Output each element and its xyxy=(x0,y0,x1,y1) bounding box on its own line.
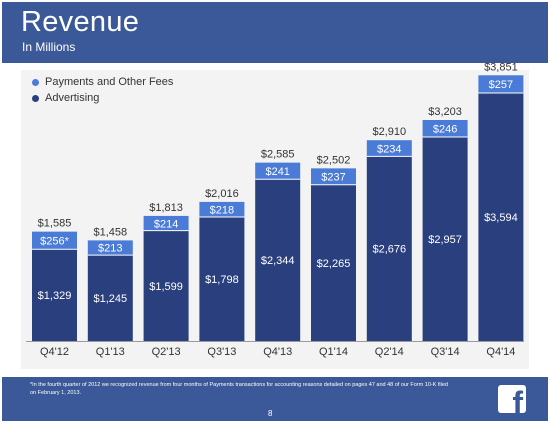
data-label-payments: $214 xyxy=(154,218,178,230)
footer-banner xyxy=(2,377,548,421)
data-label-payments: $234 xyxy=(377,143,401,155)
data-label-payments: $237 xyxy=(321,172,345,184)
x-tick-label: Q2'14 xyxy=(375,346,404,358)
data-label-total: $2,016 xyxy=(205,188,239,200)
x-tick-label: Q1'13 xyxy=(96,346,125,358)
bar-payments xyxy=(422,119,468,137)
page-title: Revenue xyxy=(21,6,140,38)
x-tick-label: Q4'12 xyxy=(40,346,69,358)
data-label-payments: $246 xyxy=(433,123,457,135)
bar-advertising xyxy=(478,93,524,341)
bar-payments xyxy=(143,215,189,231)
header-banner xyxy=(2,2,548,63)
data-label-payments: $256* xyxy=(40,235,69,247)
data-label-total: $1,585 xyxy=(38,218,72,230)
x-tick-label: Q3'13 xyxy=(207,346,236,358)
bar-payments xyxy=(255,162,301,180)
legend-item-payments: Payments and Other Fees xyxy=(32,74,173,90)
chart-legend: Payments and Other Fees Advertising xyxy=(32,74,173,106)
bar-advertising xyxy=(32,249,77,341)
data-label-advertising: $1,599 xyxy=(149,281,183,293)
data-label-payments: $257 xyxy=(489,79,513,91)
bar-payments xyxy=(199,201,245,217)
page-number: 8 xyxy=(268,409,273,418)
data-label-advertising: $1,798 xyxy=(205,274,239,286)
legend-item-advertising: Advertising xyxy=(32,90,173,106)
x-tick-label: Q3'14 xyxy=(431,346,460,358)
bar-payments xyxy=(366,140,412,157)
bar-advertising xyxy=(422,136,468,341)
bar-payments xyxy=(87,240,133,256)
bar-advertising xyxy=(199,216,245,341)
data-label-total: $3,851 xyxy=(484,61,518,73)
data-label-advertising: $2,957 xyxy=(428,234,462,246)
page-subtitle: In Millions xyxy=(22,40,76,54)
data-label-advertising: $1,329 xyxy=(38,290,72,302)
data-label-payments: $241 xyxy=(265,166,289,178)
x-tick-label: Q4'13 xyxy=(263,346,292,358)
x-tick-label: Q2'13 xyxy=(152,346,181,358)
data-label-total: $2,585 xyxy=(261,149,295,161)
bar-advertising xyxy=(255,179,301,341)
data-label-advertising: $2,344 xyxy=(261,255,295,267)
data-label-advertising: $2,676 xyxy=(372,244,406,256)
bar-payments xyxy=(311,168,356,185)
footnote: *In the fourth quarter of 2012 we recogn… xyxy=(30,382,448,396)
data-label-advertising: $1,245 xyxy=(93,293,127,305)
bar-payments xyxy=(32,231,77,250)
data-label-payments: $218 xyxy=(210,204,234,216)
legend-swatch-advertising xyxy=(32,94,39,102)
x-tick-label: Q1'14 xyxy=(319,346,348,358)
x-tick-label: Q4'14 xyxy=(486,346,515,358)
legend-swatch-payments xyxy=(32,78,39,86)
data-label-total: $1,813 xyxy=(149,202,183,214)
bar-advertising xyxy=(311,184,356,341)
data-label-advertising: $2,265 xyxy=(317,258,351,270)
legend-label-payments: Payments and Other Fees xyxy=(45,76,174,88)
data-label-advertising: $3,594 xyxy=(484,212,518,224)
facebook-logo-letter: f xyxy=(512,385,523,413)
data-label-total: $2,502 xyxy=(317,154,351,166)
bar-payments xyxy=(478,75,524,94)
data-label-payments: $213 xyxy=(98,243,122,255)
data-label-total: $2,910 xyxy=(372,126,406,138)
bar-advertising xyxy=(143,230,189,341)
data-label-total: $1,458 xyxy=(93,226,127,238)
bar-advertising xyxy=(366,156,412,341)
facebook-logo-icon: f xyxy=(498,385,526,413)
data-label-total: $3,203 xyxy=(428,106,462,118)
legend-label-advertising: Advertising xyxy=(45,92,100,104)
bar-advertising xyxy=(87,255,133,341)
